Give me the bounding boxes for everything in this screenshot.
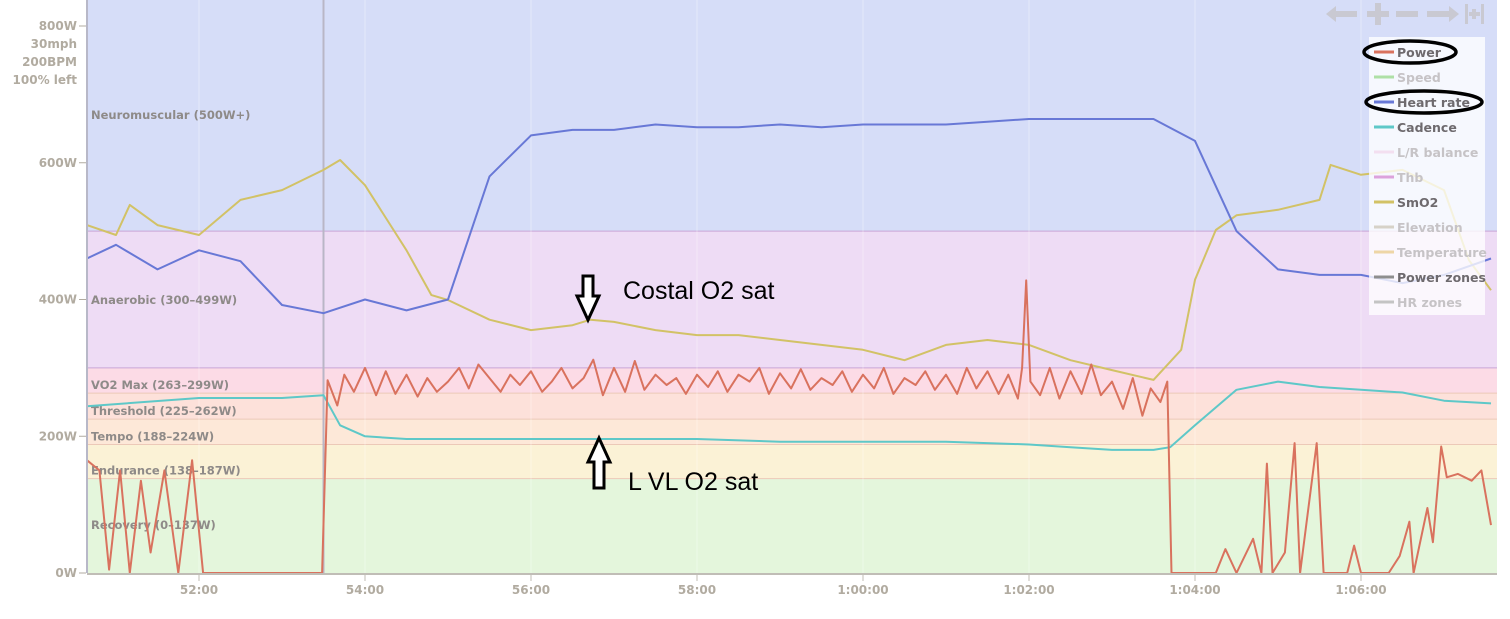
grid-lines (198, 0, 1362, 573)
legend-item-l-r-balance[interactable]: L/R balance (1374, 145, 1478, 160)
x-tick-label: 54:00 (346, 583, 384, 597)
y-tick-label: 600W (39, 156, 77, 170)
legend-item-temperature[interactable]: Temperature (1374, 245, 1487, 260)
zone-label: Neuromuscular (500W+) (91, 108, 250, 122)
legend-label: Power zones (1397, 270, 1486, 285)
annotation-ellipse (1362, 39, 1458, 65)
legend-label: Heart rate (1397, 95, 1470, 110)
y-axis-top-label: 800W (39, 19, 77, 33)
x-tick-label: 52:00 (180, 583, 218, 597)
annotation-costal: Costal O2 sat (623, 277, 775, 305)
legend-item-elevation[interactable]: Elevation (1374, 220, 1463, 235)
annotations: Costal O2 sat L VL O2 sat (574, 274, 775, 496)
legend-item-speed[interactable]: Speed (1374, 70, 1441, 85)
legend-item-hr-zones[interactable]: HR zones (1374, 295, 1462, 310)
y-axis-top-label: 30mph (31, 37, 77, 51)
legend-label: Thb (1397, 170, 1423, 185)
x-tick-label: 58:00 (678, 583, 716, 597)
y-axis-top-label: 200BPM (22, 55, 77, 69)
legend-label: Elevation (1397, 220, 1463, 235)
y-tick-label: 400W (39, 293, 77, 307)
down-arrow-icon (574, 274, 602, 324)
arrow-left-icon[interactable] (1326, 6, 1357, 22)
legend-item-thb[interactable]: Thb (1374, 170, 1423, 185)
legend-label: SmO2 (1397, 195, 1438, 210)
zone-band (87, 231, 1497, 368)
zone-label: Anaerobic (300–499W) (91, 293, 237, 307)
zone-labels: Neuromuscular (500W+) Anaerobic (300–499W… (91, 108, 250, 532)
zoom-in-icon[interactable] (1367, 3, 1389, 25)
legend-label: Cadence (1397, 120, 1457, 135)
x-tick-label: 56:00 (512, 583, 550, 597)
zone-label: Threshold (225–262W) (91, 404, 237, 418)
zone-band (87, 478, 1497, 573)
toolbar (1326, 3, 1484, 25)
arrow-right-icon[interactable] (1427, 6, 1459, 22)
x-tick-label: 1:00:00 (837, 583, 888, 597)
zone-label: VO2 Max (263–299W) (91, 378, 229, 392)
zone-band (87, 26, 1497, 232)
legend-item-smo2[interactable]: SmO2 (1374, 195, 1438, 210)
zone-band (87, 367, 1497, 394)
zone-band (87, 393, 1497, 420)
legend-label: L/R balance (1397, 145, 1478, 160)
zone-band-top (87, 0, 1497, 26)
y-tick-label: 0W (55, 566, 77, 580)
zone-label: Tempo (188–224W) (91, 429, 214, 443)
zone-band (87, 444, 1497, 479)
legend-item-power-zones[interactable]: Power zones (1374, 270, 1486, 285)
legend-label: Speed (1397, 70, 1441, 85)
legend-item-heart-rate[interactable]: Heart rate (1374, 95, 1470, 110)
annotation-ellipse (1364, 89, 1484, 115)
series-lines (86, 118, 1492, 574)
zoom-out-icon[interactable] (1396, 11, 1418, 17)
annotation-lvl: L VL O2 sat (628, 468, 758, 496)
legend-item-cadence[interactable]: Cadence (1374, 120, 1457, 135)
zone-band (87, 419, 1497, 445)
reset-zoom-icon[interactable] (1465, 4, 1484, 24)
legend-label: Temperature (1397, 245, 1487, 260)
legend-label: Power (1397, 45, 1442, 60)
legend-label: HR zones (1397, 295, 1462, 310)
legend-item-power[interactable]: Power (1374, 45, 1442, 60)
axes: 800W 30mph 200BPM 100% left 0W 200W 400W 600W 52… (13, 0, 1497, 597)
y-axis-top-label: 100% left (13, 73, 78, 87)
zone-bands (87, 0, 1497, 573)
x-tick-label: 1:02:00 (1003, 583, 1054, 597)
x-tick-label: 1:06:00 (1335, 583, 1386, 597)
y-tick-label: 200W (39, 429, 77, 443)
x-tick-label: 1:04:00 (1169, 583, 1220, 597)
up-arrow-icon (585, 434, 613, 490)
legend: Power Speed Heart rate Cadence L/R balance Th… (1362, 37, 1487, 315)
zone-label: Endurance (138–187W) (91, 464, 241, 478)
